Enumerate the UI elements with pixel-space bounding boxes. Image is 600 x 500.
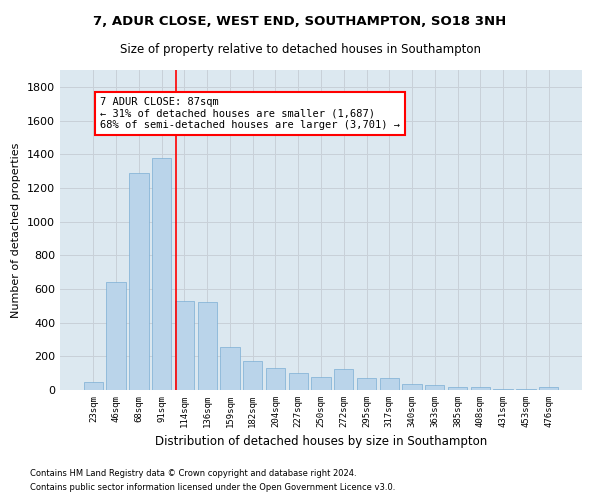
Bar <box>289 373 308 390</box>
Bar <box>106 282 126 390</box>
Text: Contains public sector information licensed under the Open Government Licence v3: Contains public sector information licen… <box>30 484 395 492</box>
Bar <box>197 302 217 390</box>
X-axis label: Distribution of detached houses by size in Southampton: Distribution of detached houses by size … <box>155 436 487 448</box>
Bar <box>470 388 490 390</box>
Text: Size of property relative to detached houses in Southampton: Size of property relative to detached ho… <box>119 42 481 56</box>
Bar <box>175 300 194 390</box>
Bar <box>493 389 513 390</box>
Bar <box>84 382 103 390</box>
Text: 7, ADUR CLOSE, WEST END, SOUTHAMPTON, SO18 3NH: 7, ADUR CLOSE, WEST END, SOUTHAMPTON, SO… <box>94 15 506 28</box>
Text: Contains HM Land Registry data © Crown copyright and database right 2024.: Contains HM Land Registry data © Crown c… <box>30 468 356 477</box>
Bar <box>243 362 262 390</box>
Bar <box>516 389 536 390</box>
Text: 7 ADUR CLOSE: 87sqm
← 31% of detached houses are smaller (1,687)
68% of semi-det: 7 ADUR CLOSE: 87sqm ← 31% of detached ho… <box>100 97 400 130</box>
Bar <box>425 386 445 390</box>
Bar <box>380 378 399 390</box>
Bar <box>129 172 149 390</box>
Bar <box>152 158 172 390</box>
Bar <box>357 378 376 390</box>
Bar <box>448 386 467 390</box>
Bar <box>266 368 285 390</box>
Bar <box>539 388 558 390</box>
Bar <box>311 376 331 390</box>
Y-axis label: Number of detached properties: Number of detached properties <box>11 142 22 318</box>
Bar <box>334 369 353 390</box>
Bar <box>403 384 422 390</box>
Bar <box>220 347 239 390</box>
